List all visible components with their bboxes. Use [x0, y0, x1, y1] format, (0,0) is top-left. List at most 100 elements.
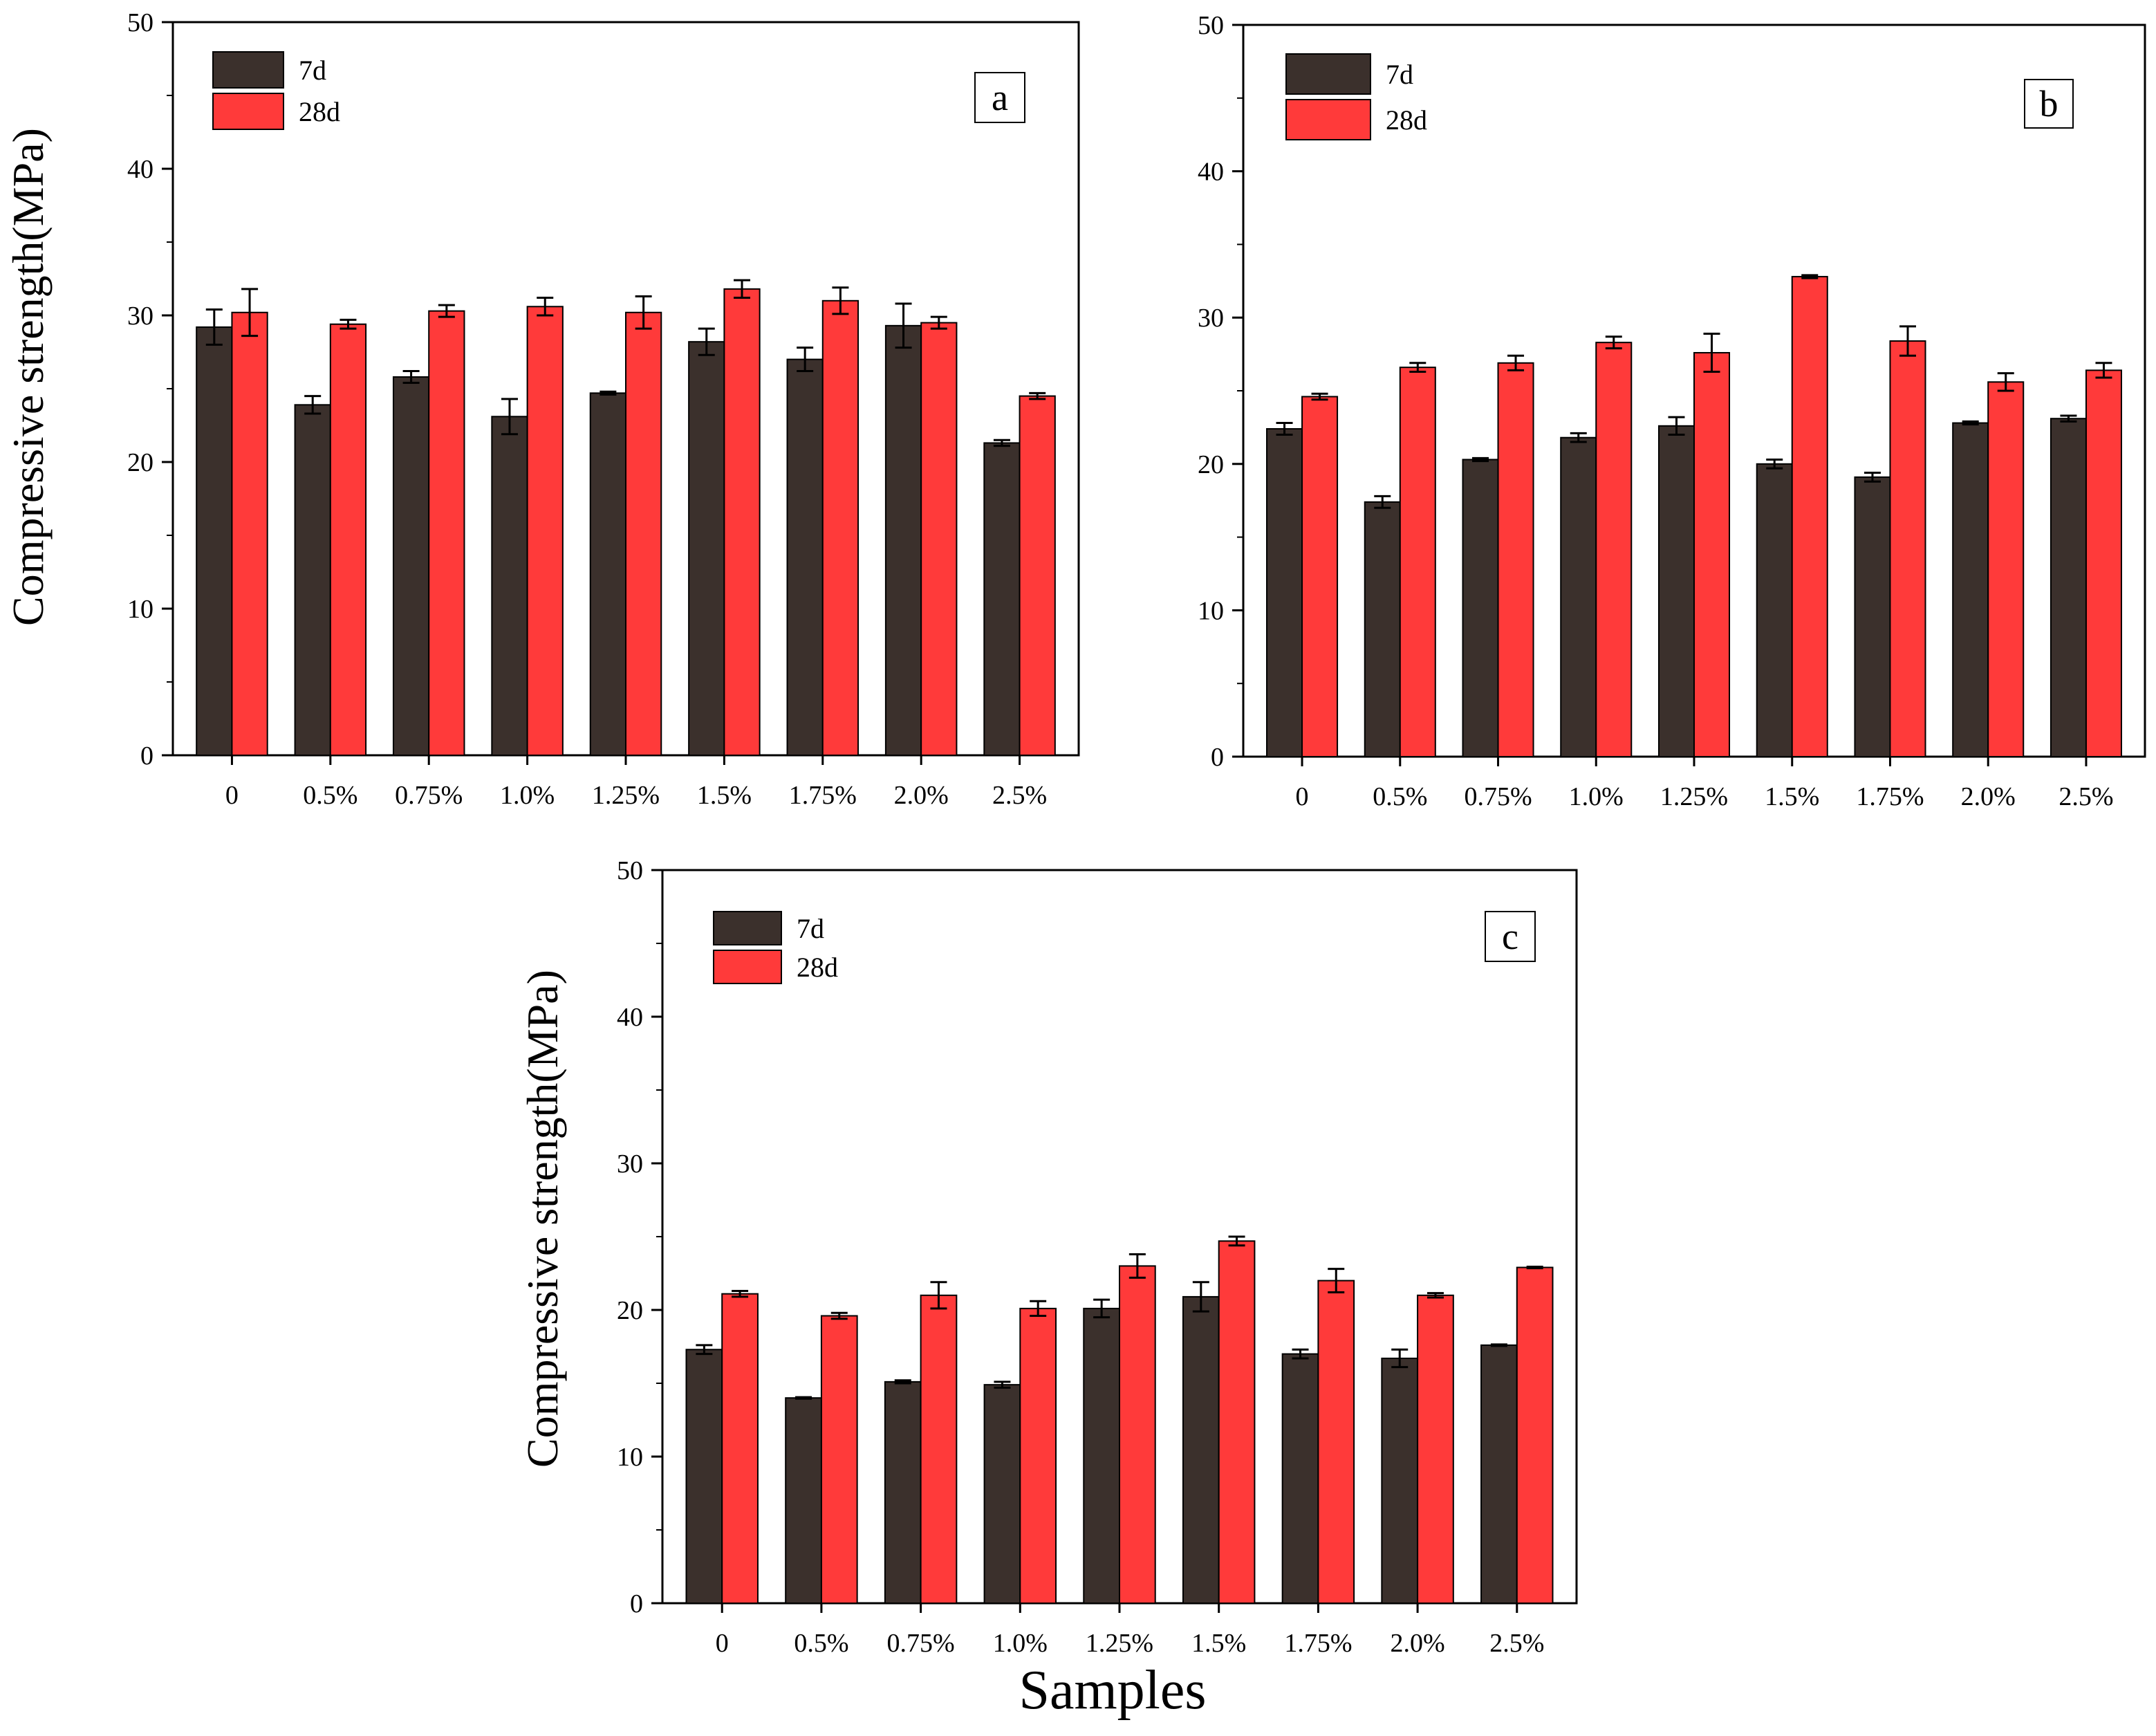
- bar-7d-2.5%: [2050, 418, 2087, 757]
- y-axis-label: Compressive strength(MPa): [3, 128, 53, 626]
- y-tick-label: 10: [1198, 596, 1224, 625]
- x-axis-label: Samples: [1019, 1660, 1206, 1721]
- legend-label: 28d: [1386, 104, 1427, 136]
- bar-7d-0: [685, 1349, 723, 1604]
- x-tick-label: 1.75%: [789, 781, 857, 810]
- bar-28d-0.75%: [428, 310, 465, 756]
- panel-label-box: [2024, 79, 2074, 129]
- bar-28d-2.5%: [1516, 1266, 1554, 1605]
- bar-28d-1.0%: [526, 306, 564, 756]
- y-tick-label: 0: [630, 1589, 643, 1618]
- bar-7d-2.0%: [1952, 422, 1989, 757]
- bar-28d-1.5%: [1218, 1240, 1256, 1604]
- y-tick-label: 20: [617, 1296, 643, 1325]
- bar-7d-1.25%: [1657, 425, 1695, 757]
- bar-28d-0.5%: [329, 323, 367, 757]
- legend-swatch-7d: [212, 51, 284, 89]
- y-tick-label: 30: [617, 1149, 643, 1179]
- bar-28d-1.0%: [1019, 1307, 1057, 1604]
- panel-label: b: [2040, 83, 2059, 124]
- x-tick-label: 2.5%: [992, 781, 1047, 810]
- legend-swatch-7d: [713, 911, 782, 945]
- panel-label: c: [1502, 916, 1518, 957]
- bar-7d-0: [1266, 428, 1303, 757]
- bar-7d-0.75%: [884, 1381, 922, 1604]
- bar-28d-1.5%: [1791, 275, 1828, 757]
- chart-panel-b: 0 10 20 30 40 50 0 0.5% 0.75% 1.0% 1.25% 1.5% 1.75% 2…: [1198, 11, 2146, 811]
- y-tick-label: 20: [1198, 450, 1224, 479]
- bar-7d-1.5%: [1756, 463, 1793, 757]
- bar-7d-1.5%: [688, 341, 725, 757]
- x-tick-label: 1.25%: [1086, 1629, 1153, 1658]
- bar-28d-0: [1301, 396, 1339, 757]
- bar-7d-2.5%: [983, 442, 1021, 756]
- legend-swatch-28d: [1285, 99, 1371, 140]
- bar-28d-1.75%: [821, 299, 859, 756]
- x-tick-label: 0: [225, 781, 239, 810]
- panel-label: a: [992, 77, 1008, 118]
- legend-swatch-28d: [212, 93, 284, 130]
- bar-7d-0.5%: [1364, 501, 1401, 757]
- bar-28d-1.0%: [1595, 342, 1633, 757]
- bar-28d-1.25%: [625, 311, 662, 756]
- y-tick-label: 50: [1198, 11, 1224, 40]
- bar-7d-1.5%: [1182, 1295, 1220, 1605]
- bar-7d-1.75%: [786, 358, 824, 756]
- x-tick-label: 0.5%: [1373, 782, 1427, 811]
- bar-7d-2.0%: [884, 324, 922, 756]
- bar-28d-2.5%: [2085, 369, 2122, 757]
- y-tick-label: 40: [127, 155, 154, 184]
- bar-7d-1.25%: [589, 392, 627, 756]
- bar-28d-1.75%: [1317, 1280, 1355, 1604]
- bar-28d-1.5%: [723, 288, 761, 756]
- bar-7d-1.75%: [1854, 476, 1891, 757]
- bar-28d-2.0%: [1417, 1294, 1454, 1605]
- bar-7d-0: [196, 326, 233, 756]
- bar-7d-1.75%: [1281, 1353, 1319, 1604]
- bar-28d-0.75%: [1497, 362, 1534, 757]
- bar-7d-1.0%: [491, 416, 528, 757]
- x-tick-label: 2.0%: [1961, 782, 2016, 811]
- y-tick-label: 0: [140, 741, 154, 770]
- x-tick-label: 2.5%: [1489, 1629, 1544, 1658]
- y-tick-label: 10: [127, 595, 154, 624]
- chart-panel-c: 0 10 20 30 40 50 0 0.5% 0.75% 1.0% 1.25% 1.5% 1.75% 2…: [518, 856, 1578, 1721]
- panel-label-box: [974, 72, 1025, 123]
- legend-label: 7d: [1386, 59, 1413, 90]
- x-tick-label: 1.75%: [1856, 782, 1924, 811]
- x-tick-label: 0.75%: [395, 781, 463, 810]
- legend-label: 28d: [299, 96, 340, 127]
- x-tick-label: 1.5%: [1765, 782, 1819, 811]
- x-tick-label: 1.0%: [500, 781, 555, 810]
- bar-28d-2.5%: [1019, 395, 1056, 756]
- chart-panel-a: 0 10 20 30 40 50 0 0.5% 0.75% 1.0% 1.25% 1.5% 1.75% 2…: [3, 8, 1080, 810]
- x-tick-label: 2.0%: [1391, 1629, 1445, 1658]
- x-tick-label: 1.0%: [1569, 782, 1624, 811]
- bar-7d-1.0%: [1560, 436, 1597, 757]
- x-tick-label: 1.0%: [993, 1629, 1048, 1658]
- legend-swatch-28d: [713, 950, 782, 984]
- legend-label: 7d: [797, 913, 824, 944]
- x-tick-label: 2.5%: [2059, 782, 2113, 811]
- y-tick-label: 40: [617, 1003, 643, 1032]
- bar-28d-0.5%: [820, 1315, 858, 1604]
- x-tick-label: 1.75%: [1284, 1629, 1352, 1658]
- x-tick-label: 1.5%: [697, 781, 752, 810]
- bar-7d-2.5%: [1480, 1344, 1518, 1604]
- y-tick-label: 30: [127, 302, 154, 331]
- y-tick-label: 30: [1198, 304, 1224, 333]
- x-tick-label: 0.5%: [794, 1629, 848, 1658]
- x-tick-label: 1.25%: [1660, 782, 1728, 811]
- y-tick-label: 50: [127, 8, 154, 37]
- y-tick-label: 20: [127, 448, 154, 477]
- panel-label-box: [1485, 911, 1536, 962]
- bar-28d-0.75%: [920, 1294, 958, 1605]
- y-tick-label: 10: [617, 1443, 643, 1472]
- bar-28d-0: [721, 1293, 759, 1605]
- bar-7d-0.75%: [1462, 459, 1499, 758]
- x-tick-label: 0.75%: [887, 1629, 955, 1658]
- bar-28d-1.25%: [1119, 1265, 1156, 1605]
- bar-28d-2.0%: [920, 322, 958, 757]
- bar-7d-0.5%: [294, 404, 331, 756]
